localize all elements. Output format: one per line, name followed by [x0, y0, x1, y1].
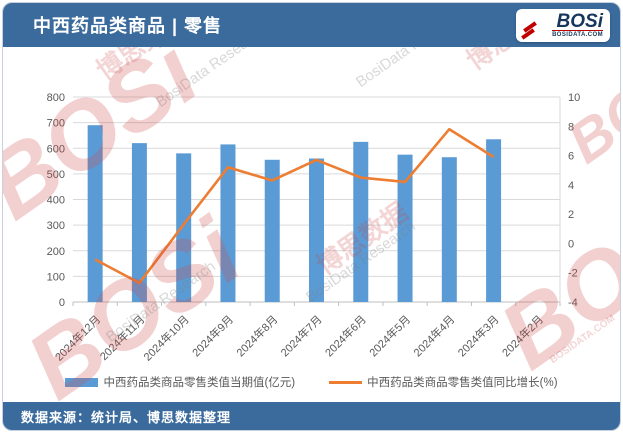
logo-wordmark: BOSi	[556, 10, 603, 32]
bar	[87, 125, 103, 302]
right-axis-tick-label: 2	[568, 209, 574, 221]
logo-stripes-icon	[521, 20, 537, 40]
x-axis-category-label: 2024年3月	[455, 312, 502, 359]
x-axis-category-label: 2024年10月	[140, 312, 191, 363]
x-axis-category-label: 2024年5月	[366, 312, 413, 359]
legend-item-line-series: 中西药品类商品零售类值同比增长(%)	[329, 374, 558, 390]
left-axis-tick-label: 700	[47, 118, 65, 130]
left-axis-tick-label: 200	[47, 246, 65, 258]
left-axis-tick-label: 400	[47, 195, 65, 207]
bar-series-label: 中西药品类商品零售类值当期值(亿元)	[103, 377, 296, 389]
right-axis-tick-label: -4	[568, 297, 578, 309]
header: 中西药品类商品 | 零售 BOSi BOSIDATA.COM	[3, 3, 620, 47]
bar	[486, 139, 502, 302]
bar	[131, 143, 147, 302]
x-axis-category-label: 2024年12月	[52, 312, 103, 363]
bar	[353, 141, 369, 302]
left-axis-tick-label: 0	[59, 297, 65, 309]
x-axis-category-label: 2024年9月	[189, 312, 236, 359]
left-axis-tick-label: 800	[47, 92, 65, 104]
right-axis-tick-label: 4	[568, 180, 574, 192]
line-series-swatch	[329, 380, 363, 384]
right-axis-tick-label: 6	[568, 151, 574, 163]
x-axis-category-label: 2024年2月	[499, 312, 546, 359]
bar	[176, 153, 192, 302]
x-axis-category-label: 2024年8月	[233, 312, 280, 359]
bar	[309, 158, 324, 302]
line-series	[94, 127, 495, 285]
right-axis-tick-label: 8	[568, 121, 574, 133]
legend: 中西药品类商品零售类值当期值(亿元) 中西药品类商品零售类值同比增长(%)	[3, 374, 620, 390]
x-axis-category-label: 2024年6月	[322, 312, 369, 359]
bar	[220, 144, 236, 302]
bar	[397, 154, 413, 302]
bar	[441, 157, 457, 302]
left-axis-tick-label: 500	[47, 169, 65, 181]
bosi-logo: BOSi BOSIDATA.COM	[516, 8, 610, 42]
bar	[264, 159, 280, 302]
right-axis-tick-label: 10	[568, 92, 580, 104]
left-axis-tick-label: 300	[47, 220, 65, 232]
chart-area: 0 100 200 300 400 500 600 700 800 -4 -2 0 2 4 6 8 10 2024…	[3, 47, 620, 402]
footer: 数据来源：统计局、博思数据整理	[3, 402, 620, 430]
x-axis-category-label: 2024年11月	[97, 312, 148, 363]
legend-item-bar-series: 中西药品类商品零售类值当期值(亿元)	[65, 374, 295, 390]
bar-series-swatch	[65, 377, 99, 387]
x-axis-category-label: 2024年7月	[278, 312, 325, 359]
x-axis-category-label: 2024年4月	[410, 312, 457, 359]
page-title: 中西药品类商品 | 零售	[33, 16, 223, 36]
source-note: 数据来源：统计局、博思数据整理	[21, 409, 232, 425]
left-axis-tick-label: 600	[47, 143, 65, 155]
right-axis-tick-label: -2	[568, 268, 578, 280]
line-series-label: 中西药品类商品零售类值同比增长(%)	[367, 377, 558, 389]
bar-line-chart: 0 100 200 300 400 500 600 700 800 -4 -2 0 2 4 6 8 10 2024…	[47, 92, 581, 364]
logo-site-url: BOSIDATA.COM	[552, 29, 603, 38]
right-axis-tick-label: 0	[568, 238, 574, 250]
left-axis-tick-label: 100	[47, 271, 65, 283]
